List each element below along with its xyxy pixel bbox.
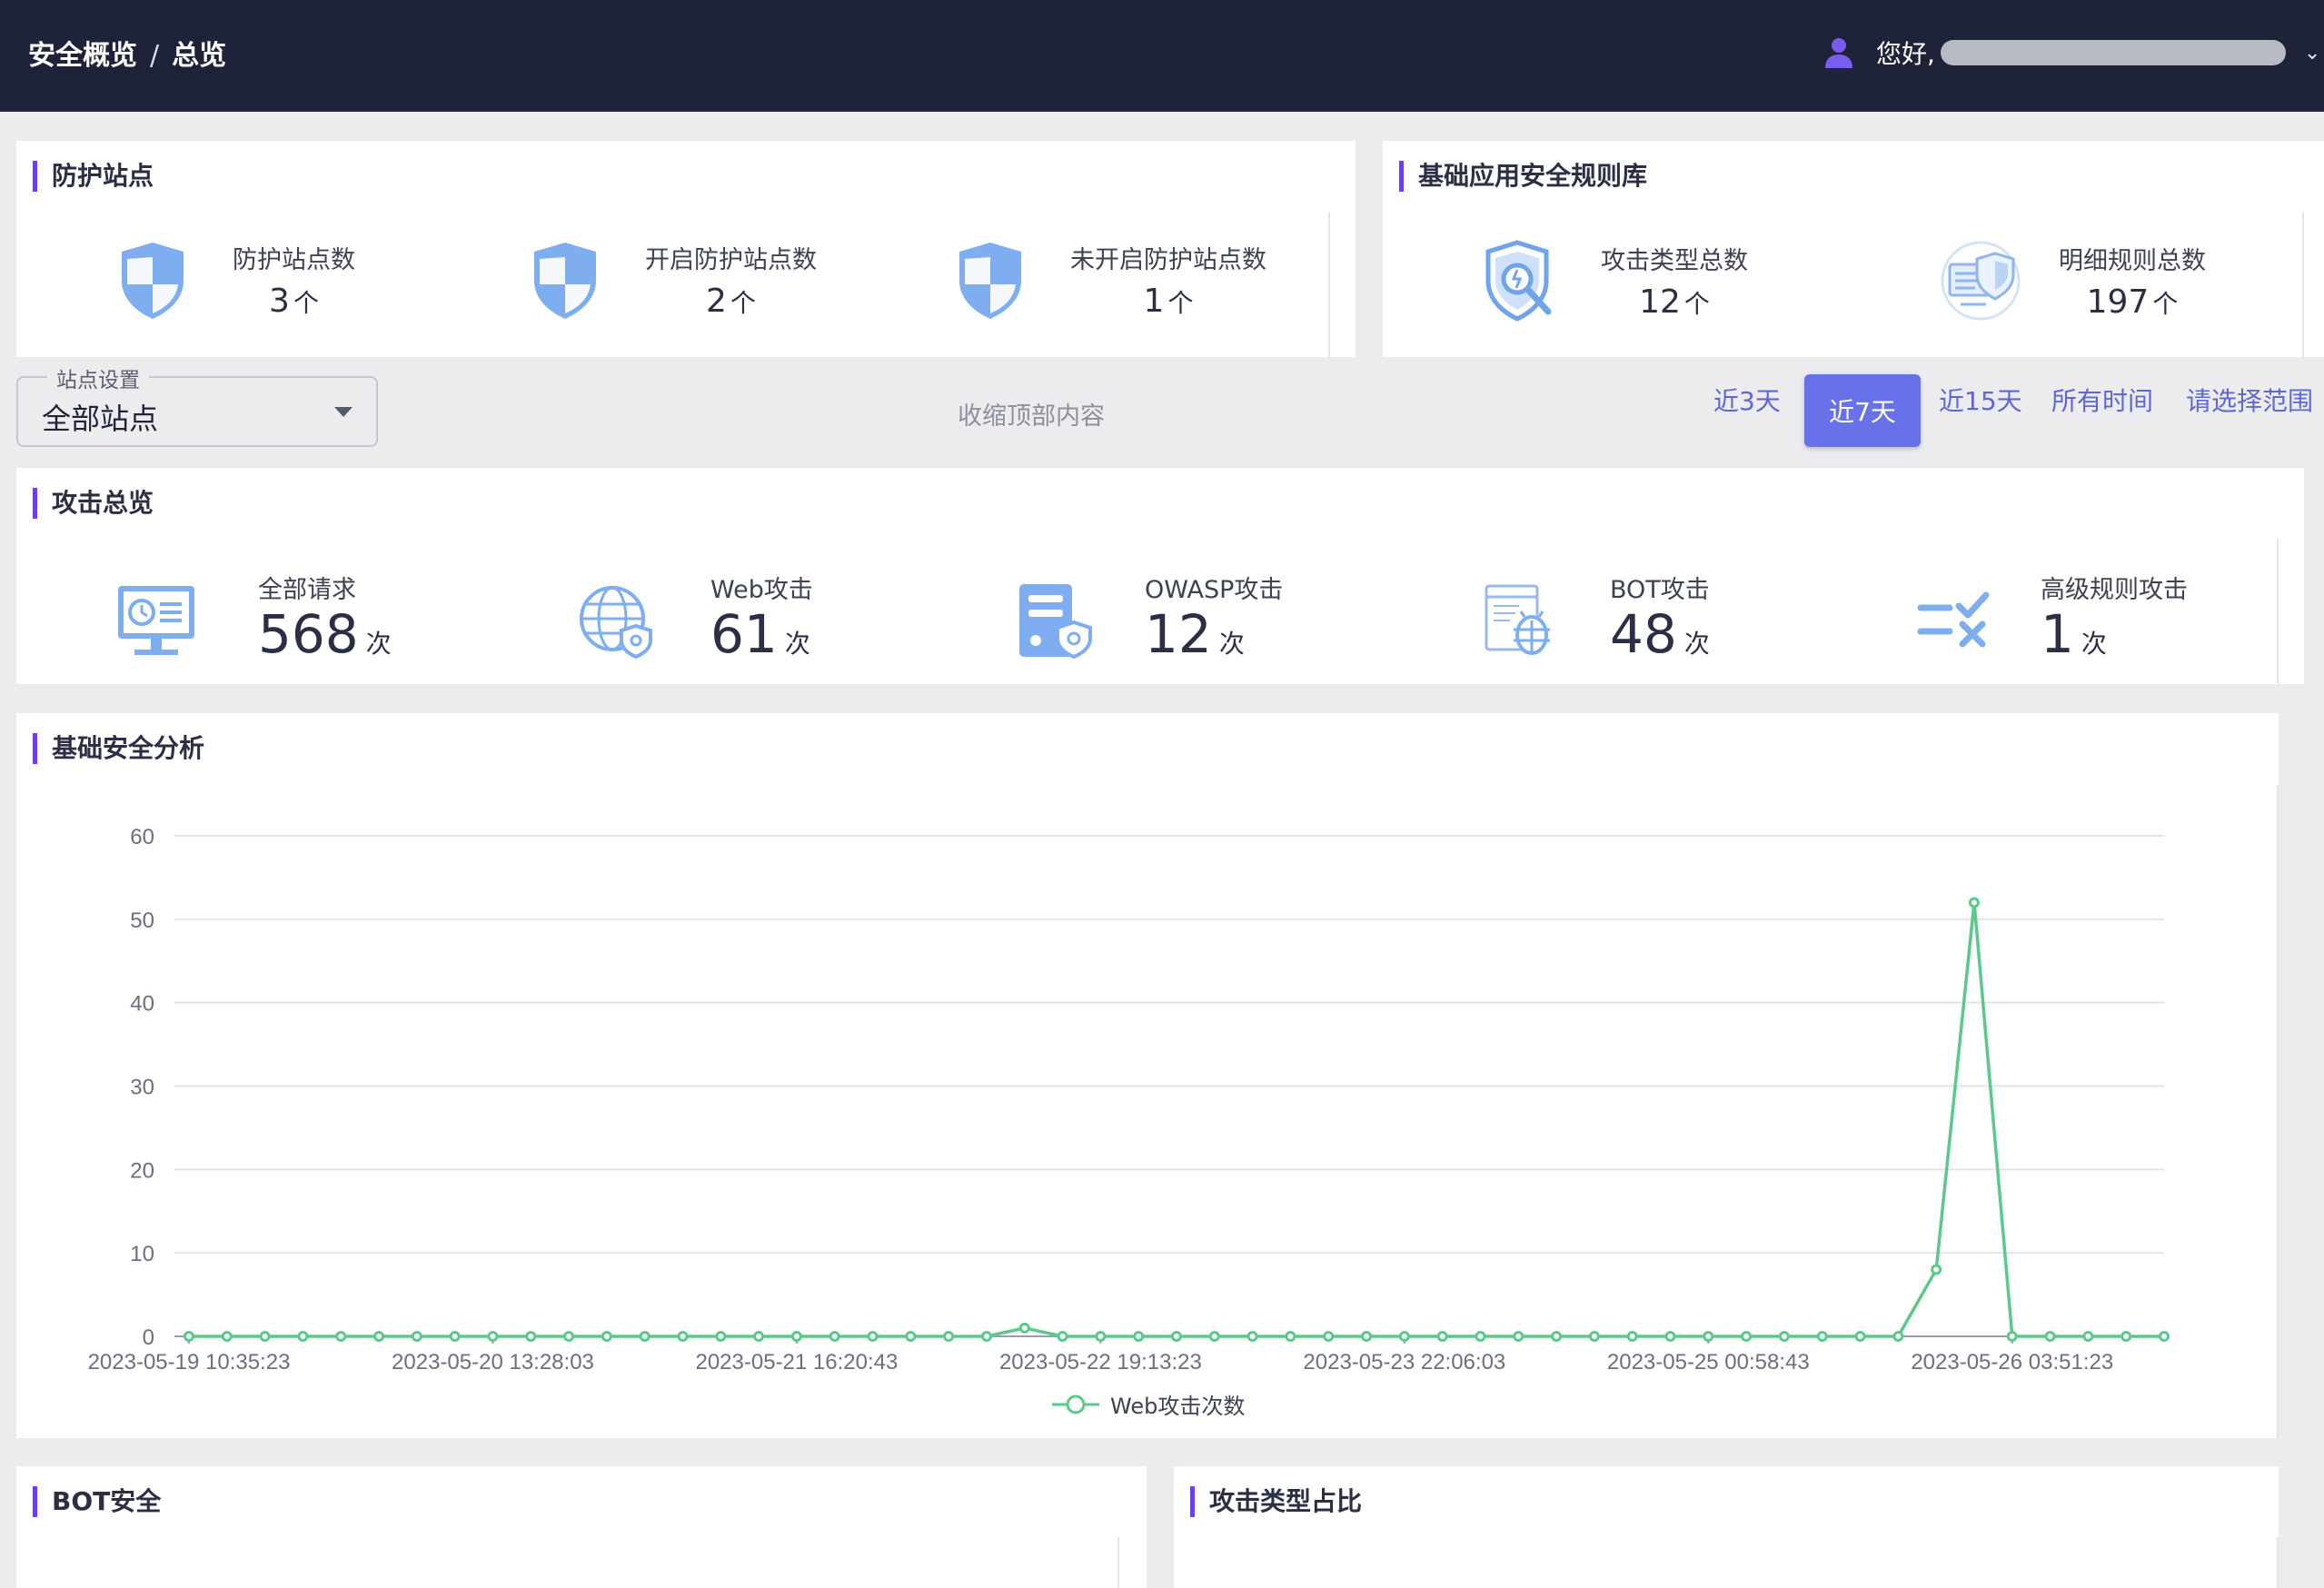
stat-bot-attack: BOT攻击 48 次 (1483, 570, 1710, 673)
stat-label: OWASP攻击 (1145, 576, 1284, 604)
breadcrumb-separator: / (150, 40, 160, 72)
card-title: 防护站点 (33, 161, 154, 192)
site-select-legend: 站点设置 (47, 362, 149, 393)
stat-label: 全部请求 (258, 576, 356, 604)
rules-check-icon (1917, 591, 1990, 648)
site-select-value: 全部站点 (42, 402, 159, 436)
stat-label: 攻击类型总数 (1601, 247, 1748, 275)
stat-attack-types: 攻击类型总数 12 个 (1483, 239, 1748, 323)
divider (2302, 212, 2304, 357)
caret-down-icon (334, 407, 353, 417)
stat-value: 2 (706, 283, 727, 320)
range-custom-button[interactable]: 请选择范围 (2186, 386, 2314, 416)
attack-overview-card: 攻击总览 全部请求 568 次 Web攻击 (16, 468, 2304, 684)
stat-unit: 个 (293, 288, 319, 318)
card-title: 基础安全分析 (33, 733, 204, 764)
stat-label: 开启防护站点数 (645, 246, 817, 274)
stat-label: 明细规则总数 (2059, 247, 2206, 275)
shield-icon (959, 243, 1021, 319)
attack-type-ratio-card: 攻击类型占比 (1174, 1466, 2279, 1588)
rules-shield-icon (1941, 241, 2021, 321)
stat-value: 3 (269, 283, 290, 320)
card-title: 攻击类型占比 (1190, 1486, 1362, 1517)
stat-unit: 个 (2152, 289, 2179, 319)
legend-line-circle-icon (1052, 1394, 1099, 1414)
chevron-down-icon[interactable]: ⌄ (2303, 41, 2321, 65)
monitor-icon (118, 586, 194, 655)
stat-unit: 次 (365, 629, 392, 659)
stat-label: BOT攻击 (1610, 576, 1710, 604)
shield-icon (534, 243, 596, 319)
divider (1117, 1537, 1119, 1588)
stat-value: 48 (1610, 603, 1677, 665)
divider (2277, 1537, 2279, 1588)
range-all-time-button[interactable]: 所有时间 (2051, 386, 2154, 416)
stat-value: 197 (2086, 283, 2150, 321)
breadcrumb: 安全概览 / 总览 (28, 33, 226, 73)
bot-security-card: BOT安全 (16, 1466, 1147, 1588)
stat-label: 高级规则攻击 (2041, 576, 2188, 604)
card-title: BOT安全 (33, 1486, 161, 1517)
greeting-text: 您好, (1876, 39, 1935, 69)
stat-unit: 个 (1683, 289, 1710, 319)
server-shield-icon (1019, 584, 1092, 660)
divider (2277, 539, 2279, 684)
stat-label: Web攻击 (710, 576, 813, 604)
user-menu[interactable]: 您好, ⌄ (1822, 35, 2320, 71)
stat-all-requests: 全部请求 568 次 (114, 570, 392, 673)
chart-legend[interactable]: Web攻击次数 (1050, 1388, 1245, 1420)
username-redacted (1940, 40, 2286, 65)
stat-value: 1 (2041, 603, 2074, 665)
range-15-days-button[interactable]: 近15天 (1939, 386, 2022, 416)
stat-label: 未开启防护站点数 (1070, 246, 1266, 274)
stat-value: 12 (1639, 283, 1681, 321)
stat-value: 61 (710, 603, 778, 665)
bug-icon (1485, 584, 1550, 655)
stat-label: 防护站点数 (233, 246, 355, 274)
stat-value: 12 (1145, 603, 1212, 665)
divider (2277, 785, 2279, 1439)
globe-shield-icon (580, 586, 652, 660)
stat-owasp-attack: OWASP攻击 12 次 (1016, 570, 1283, 673)
range-7-days-button[interactable]: 近7天 (1804, 374, 1921, 447)
user-icon (1825, 38, 1852, 68)
stat-web-attack: Web攻击 61 次 (578, 570, 813, 673)
shield-icon (122, 243, 184, 319)
stat-unit: 次 (1683, 629, 1710, 659)
divider (1328, 212, 1330, 357)
card-title: 基础应用安全规则库 (1399, 161, 1647, 192)
top-bar: 安全概览 / 总览 您好, ⌄ (0, 0, 2324, 112)
breadcrumb-item-overview: 总览 (172, 40, 227, 72)
shield-search-icon (1485, 240, 1552, 322)
breadcrumb-item-security[interactable]: 安全概览 (28, 40, 137, 72)
stat-value: 1 (1143, 283, 1165, 320)
stat-unit: 次 (2081, 629, 2107, 659)
stat-unit: 个 (730, 288, 756, 318)
stat-value: 568 (258, 603, 359, 665)
card-title: 攻击总览 (33, 488, 154, 519)
range-3-days-button[interactable]: 近3天 (1713, 386, 1781, 416)
stat-unit: 次 (784, 629, 810, 659)
collapse-top-button[interactable]: 收缩顶部内容 (958, 402, 1105, 431)
rules-library-card: 基础应用安全规则库 攻击类型总数 12 个 明细规则总数 197 个 (1383, 141, 2324, 357)
stat-unit: 次 (1218, 629, 1245, 659)
security-analysis-card: 基础安全分析 (16, 713, 2279, 1438)
stat-rule-details: 明细规则总数 197 个 (1939, 239, 2206, 323)
site-select[interactable]: 站点设置 全部站点 (16, 362, 378, 447)
legend-label: Web攻击次数 (1110, 1394, 1246, 1419)
stat-unit: 个 (1167, 288, 1194, 318)
